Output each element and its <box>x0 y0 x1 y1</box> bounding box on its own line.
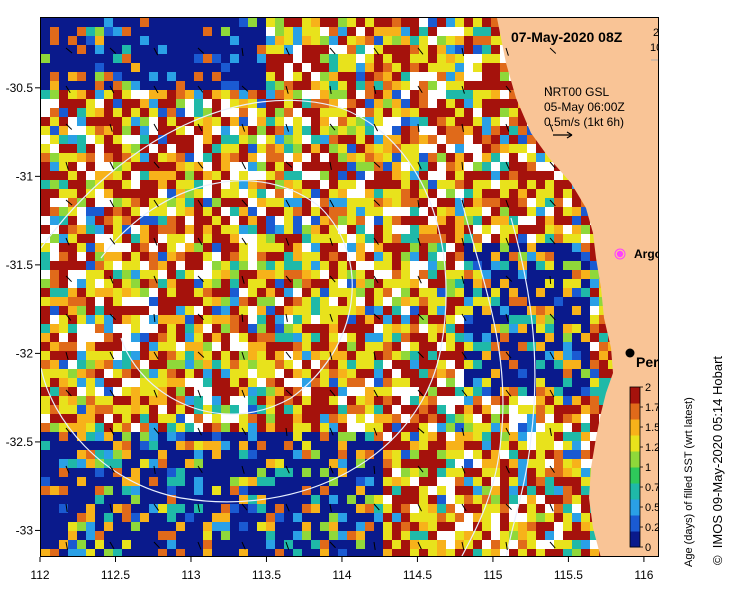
y-tick-label: -33 <box>16 523 34 537</box>
x-tick-label: 114 <box>332 568 351 582</box>
colorbar-title: Age (days) of filled SST (wrt latest) <box>683 397 695 567</box>
land-mass <box>497 18 658 556</box>
argo-label: Argo <box>634 247 659 261</box>
perth-label: Perth <box>636 354 659 370</box>
colorbar-swatch <box>630 515 640 532</box>
isobath-contours <box>41 99 536 556</box>
colorbar-swatch <box>630 419 640 436</box>
colorbar-tick-label: 0.5 <box>645 502 659 514</box>
x-tick-label: 112 <box>30 568 49 582</box>
imos-credit: IMOS 09-May-2020 05:14 Hobart <box>710 355 725 549</box>
wind-model-label: NRT00 GSL <box>544 85 609 99</box>
wind-vectors <box>65 47 557 550</box>
y-tick-label: -32 <box>16 346 34 360</box>
x-tick-label: 113 <box>181 568 200 582</box>
y-tick-label: -32.5 <box>6 435 34 449</box>
x-tick-label: 114.5 <box>403 568 432 582</box>
y-tick-label: -31.5 <box>6 258 34 272</box>
y-tick-label: -30.5 <box>6 81 34 95</box>
wind-scale-label: 0.5m/s (1kt 6h) <box>544 115 624 129</box>
colorbar-tick-label: 1.25 <box>645 442 659 454</box>
colorbar-swatch <box>630 467 640 484</box>
x-tick-label: 115 <box>483 568 502 582</box>
copyright-icon: © <box>710 548 725 565</box>
x-tick-label: 115.5 <box>554 568 583 582</box>
colorbar-swatch <box>630 387 640 404</box>
colorbar-tick-label: 1.75 <box>645 402 659 414</box>
colorbar-swatch <box>630 483 640 500</box>
colorbar-tick-label: 0 <box>645 542 651 554</box>
y-tick-label: -31 <box>16 169 34 183</box>
x-tick-label: 113.5 <box>252 568 281 582</box>
colorbar-swatches <box>630 387 640 548</box>
colorbar-tick-label: 0.25 <box>645 522 659 534</box>
colorbar-tick-label: 1 <box>645 462 651 474</box>
colorbar-swatch <box>630 499 640 516</box>
wind-time-label: 05-May 06:00Z <box>544 100 625 114</box>
x-tick-label: 116 <box>634 568 653 582</box>
colorbar-ticks: 2 1.75 1.5 1.25 1 0.75 0.5 0.25 0 <box>640 382 659 554</box>
map-date-title: 07-May-2020 08Z <box>511 29 623 45</box>
x-tick-label: 112.5 <box>101 568 130 582</box>
longitude-axis: 112 112.5 113 113.5 114 114.5 115 115.5 116 <box>30 557 654 582</box>
colorbar-swatch <box>630 435 640 452</box>
map-panel: 07-May-2020 08Z 200m 1000m NRT00 GSL 05-… <box>40 17 659 557</box>
isobath-label-1000m: 1000m <box>650 42 659 54</box>
wind-scale-arrow-icon <box>553 131 573 139</box>
colorbar: 2 1.75 1.5 1.25 1 0.75 0.5 0.25 0 <box>629 382 659 554</box>
latitude-axis: -30.5 -31 -31.5 -32 -32.5 -33 <box>6 81 40 537</box>
colorbar-tick-label: 1.5 <box>645 422 659 434</box>
colorbar-swatch <box>630 531 640 548</box>
argo-float-marker-icon <box>614 248 626 260</box>
perth-marker-icon <box>625 348 635 358</box>
sst-age-map: 07-May-2020 08Z 200m 1000m NRT00 GSL 05-… <box>41 18 659 556</box>
isobath-label-200m: 200m <box>653 27 659 39</box>
colorbar-swatch <box>630 403 640 420</box>
colorbar-swatch <box>630 451 640 468</box>
colorbar-tick-label: 0.75 <box>645 482 659 494</box>
colorbar-tick-label: 2 <box>645 382 651 394</box>
